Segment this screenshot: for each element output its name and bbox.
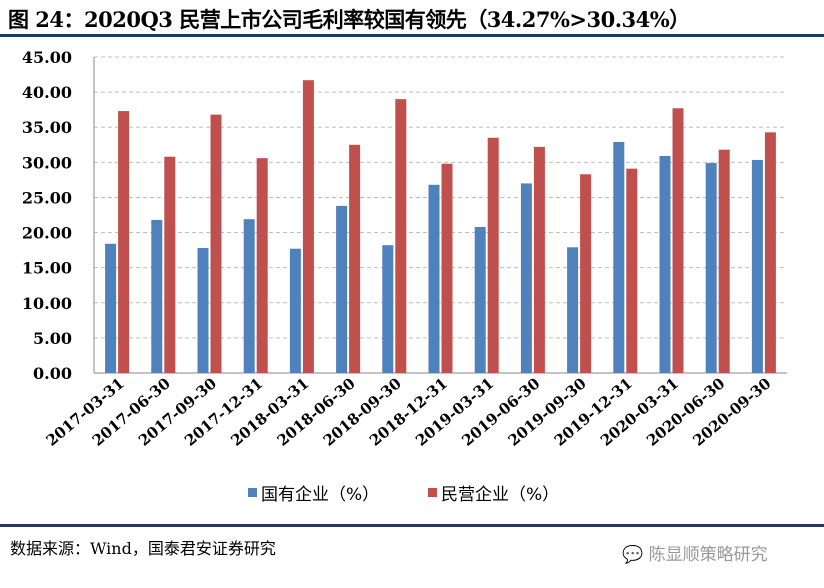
source-note: 数据来源：Wind，国泰君安证券研究: [10, 539, 276, 558]
y-tick-label: 40.00: [22, 83, 72, 102]
bar-state-owned: [613, 141, 625, 373]
bar-state-owned: [336, 205, 348, 373]
bar-state-owned: [289, 248, 301, 373]
footer-rule: [0, 524, 824, 527]
bar-private: [533, 146, 545, 373]
title-rule: [0, 34, 824, 37]
bar-state-owned: [751, 159, 763, 373]
y-tick-label: 0.00: [33, 364, 72, 383]
bar-private: [626, 168, 638, 373]
legend-label: 国有企业（%）: [261, 485, 379, 505]
bar-state-owned: [382, 245, 394, 373]
y-tick-label: 35.00: [22, 118, 72, 137]
bar-private: [395, 99, 407, 373]
bar-private: [118, 111, 130, 374]
y-tick-label: 45.00: [22, 48, 72, 67]
bar-state-owned: [659, 156, 671, 373]
bar-private: [441, 163, 453, 373]
bar-state-owned: [151, 219, 163, 373]
bar-state-owned: [474, 226, 486, 373]
bar-state-owned: [197, 248, 209, 373]
bar-private: [302, 80, 314, 373]
bar-chart: 0.00 5.00 10.00 15.00 20.00 25.00 30.00 35.00 40…: [22, 48, 787, 505]
legend-label: 民营企业（%）: [441, 485, 559, 505]
watermark-text: 陈显顺策略研究: [648, 545, 768, 565]
chart-title: 图 24：2020Q3 民营上市公司毛利率较国有领先（34.27%>30.34%…: [8, 7, 690, 32]
bar-state-owned: [520, 183, 532, 373]
bar-state-owned: [243, 219, 255, 373]
legend-swatch: [428, 488, 437, 497]
watermark: 💬 陈显顺策略研究: [622, 545, 768, 565]
y-tick-label: 10.00: [22, 294, 72, 313]
bar-private: [718, 149, 730, 373]
bar-state-owned: [428, 184, 440, 373]
bar-state-owned: [705, 163, 717, 373]
y-tick-label: 30.00: [22, 153, 72, 172]
bar-private: [580, 174, 592, 373]
y-tick-label: 5.00: [33, 329, 72, 348]
bar-state-owned: [105, 243, 117, 373]
bar-private: [164, 156, 176, 373]
bar-private: [764, 132, 776, 373]
y-tick-label: 20.00: [22, 224, 72, 243]
bar-private: [487, 137, 499, 373]
legend-swatch: [248, 488, 257, 497]
bar-state-owned: [567, 247, 579, 373]
y-tick-label: 25.00: [22, 188, 72, 207]
y-tick-label: 15.00: [22, 259, 72, 278]
bar-private: [672, 108, 684, 374]
bar-private: [256, 158, 268, 373]
x-tick-label: 2017-03-31: [43, 374, 128, 449]
bar-private: [210, 114, 222, 374]
bar-private: [349, 144, 361, 373]
